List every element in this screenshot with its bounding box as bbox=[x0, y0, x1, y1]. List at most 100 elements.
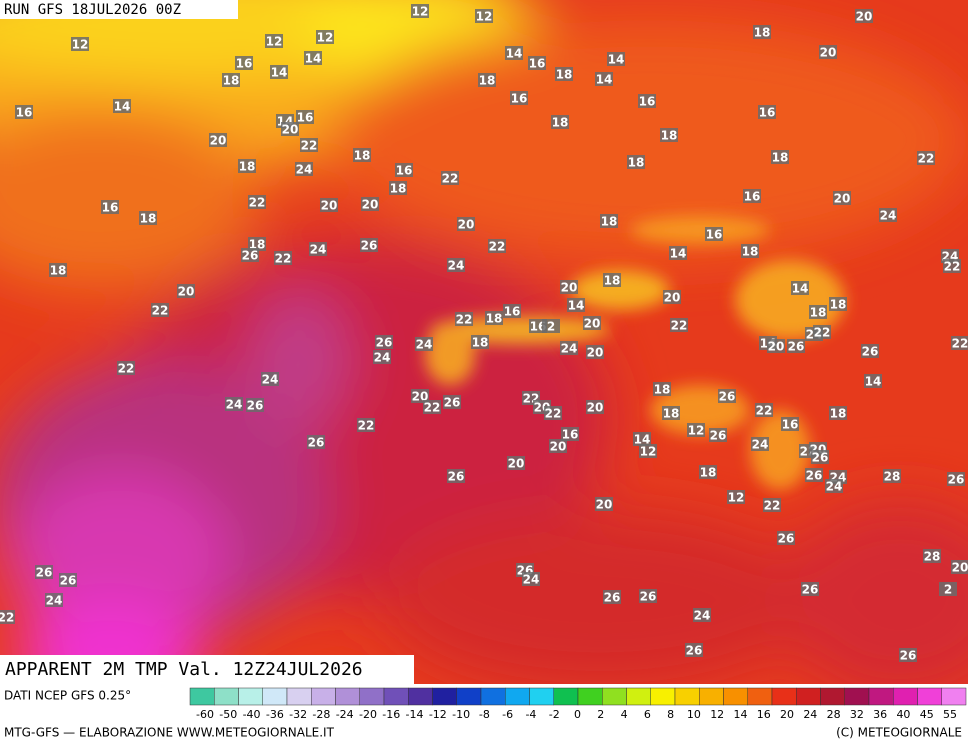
label-box bbox=[117, 361, 135, 375]
temperature-label: 22 bbox=[118, 362, 135, 376]
label-box bbox=[755, 403, 773, 417]
scale-swatch bbox=[723, 687, 748, 706]
temperature-label: 22 bbox=[918, 152, 935, 166]
temperature-label: 16 bbox=[706, 228, 723, 242]
temperature-label: 22 bbox=[764, 499, 781, 513]
temperature-label: 26 bbox=[812, 451, 829, 465]
temperature-label: 16 bbox=[782, 418, 799, 432]
temperature-label: 16 bbox=[16, 106, 33, 120]
temperature-label: 26 bbox=[900, 649, 917, 663]
scale-swatch bbox=[747, 687, 773, 706]
label-box bbox=[35, 565, 53, 579]
label-box bbox=[139, 211, 157, 225]
scale-swatch bbox=[868, 687, 894, 706]
label-box bbox=[819, 45, 837, 59]
label-box bbox=[361, 197, 379, 211]
temperature-label: 16 bbox=[102, 201, 119, 215]
temperature-label: 18 bbox=[661, 129, 678, 143]
label-box bbox=[246, 398, 264, 412]
label-box bbox=[300, 138, 318, 152]
label-box bbox=[320, 198, 338, 212]
label-box bbox=[639, 589, 657, 603]
label-box bbox=[947, 472, 965, 486]
label-box bbox=[825, 479, 843, 493]
label-box bbox=[281, 122, 299, 136]
label-box bbox=[455, 312, 473, 326]
temperature-label: 18 bbox=[654, 383, 671, 397]
label-box bbox=[705, 227, 723, 241]
temperature-label: 28 bbox=[924, 550, 941, 564]
label-box bbox=[607, 52, 625, 66]
label-box bbox=[829, 406, 847, 420]
temperature-label: 20 bbox=[664, 291, 681, 305]
temperature-label: 28 bbox=[884, 470, 901, 484]
label-box bbox=[917, 151, 935, 165]
temperature-label: 14 bbox=[634, 433, 651, 447]
scale-swatch bbox=[674, 687, 700, 706]
label-box bbox=[951, 336, 968, 350]
scale-swatch bbox=[771, 687, 797, 706]
scale-swatch bbox=[917, 687, 942, 706]
temperature-label: 26 bbox=[36, 566, 53, 580]
temperature-label: 20 bbox=[587, 346, 604, 360]
label-box bbox=[441, 171, 459, 185]
label-box bbox=[879, 208, 897, 222]
label-box bbox=[59, 573, 77, 587]
label-box bbox=[555, 67, 573, 81]
scale-swatch bbox=[480, 687, 506, 706]
temperature-label: 26 bbox=[862, 345, 879, 359]
temperature-label: 24 bbox=[880, 209, 897, 223]
temperature-label: 18 bbox=[479, 74, 496, 88]
label-box bbox=[709, 428, 727, 442]
label-box bbox=[777, 531, 795, 545]
label-box bbox=[855, 9, 873, 23]
label-box bbox=[670, 318, 688, 332]
temperature-label: 26 bbox=[604, 591, 621, 605]
temperature-label: 22 bbox=[952, 337, 968, 351]
label-box bbox=[475, 9, 493, 23]
temperature-label: 14 bbox=[792, 282, 809, 296]
temperature-label: 18 bbox=[552, 116, 569, 130]
label-box bbox=[699, 465, 717, 479]
temperature-label: 26 bbox=[948, 473, 965, 487]
temperature-label: 26 bbox=[60, 574, 77, 588]
temperature-label: 16 bbox=[297, 111, 314, 125]
credit-text: MTG-GFS — ELABORAZIONE WWW.METEOGIORNALE… bbox=[4, 726, 335, 740]
label-box bbox=[307, 435, 325, 449]
label-box bbox=[357, 418, 375, 432]
temperature-label: 26 bbox=[308, 436, 325, 450]
scale-label: 24 bbox=[803, 708, 817, 721]
label-box bbox=[662, 406, 680, 420]
label-box bbox=[751, 437, 769, 451]
label-box bbox=[833, 191, 851, 205]
temperature-label: 22 bbox=[358, 419, 375, 433]
label-box bbox=[923, 549, 941, 563]
run-box bbox=[0, 0, 238, 19]
label-box bbox=[627, 155, 645, 169]
scale-swatch bbox=[286, 687, 312, 706]
temperature-label: 20 bbox=[834, 192, 851, 206]
temperature-label: 18 bbox=[354, 149, 371, 163]
label-box bbox=[595, 72, 613, 86]
label-box bbox=[763, 498, 781, 512]
temperature-label: 26 bbox=[361, 239, 378, 253]
temperature-label: 22 bbox=[152, 304, 169, 318]
temperature-label: 22 bbox=[275, 252, 292, 266]
temperature-label: 20 bbox=[550, 440, 567, 454]
scale-label: -2 bbox=[549, 708, 560, 721]
scale-swatch bbox=[432, 687, 457, 706]
temperature-label: 22 bbox=[0, 611, 14, 625]
temperature-label: 20 bbox=[820, 46, 837, 60]
label-box bbox=[375, 335, 393, 349]
label-box bbox=[488, 239, 506, 253]
temperature-label: 14 bbox=[596, 73, 613, 87]
temperature-label: 24 bbox=[826, 480, 843, 494]
label-box bbox=[270, 65, 288, 79]
scale-label: -28 bbox=[312, 708, 330, 721]
temperature-label: 24 bbox=[752, 438, 769, 452]
label-box bbox=[415, 337, 433, 351]
temperature-label: 20 bbox=[952, 561, 968, 575]
scale-label: -24 bbox=[336, 708, 354, 721]
label-box bbox=[753, 25, 771, 39]
label-box bbox=[241, 248, 259, 262]
